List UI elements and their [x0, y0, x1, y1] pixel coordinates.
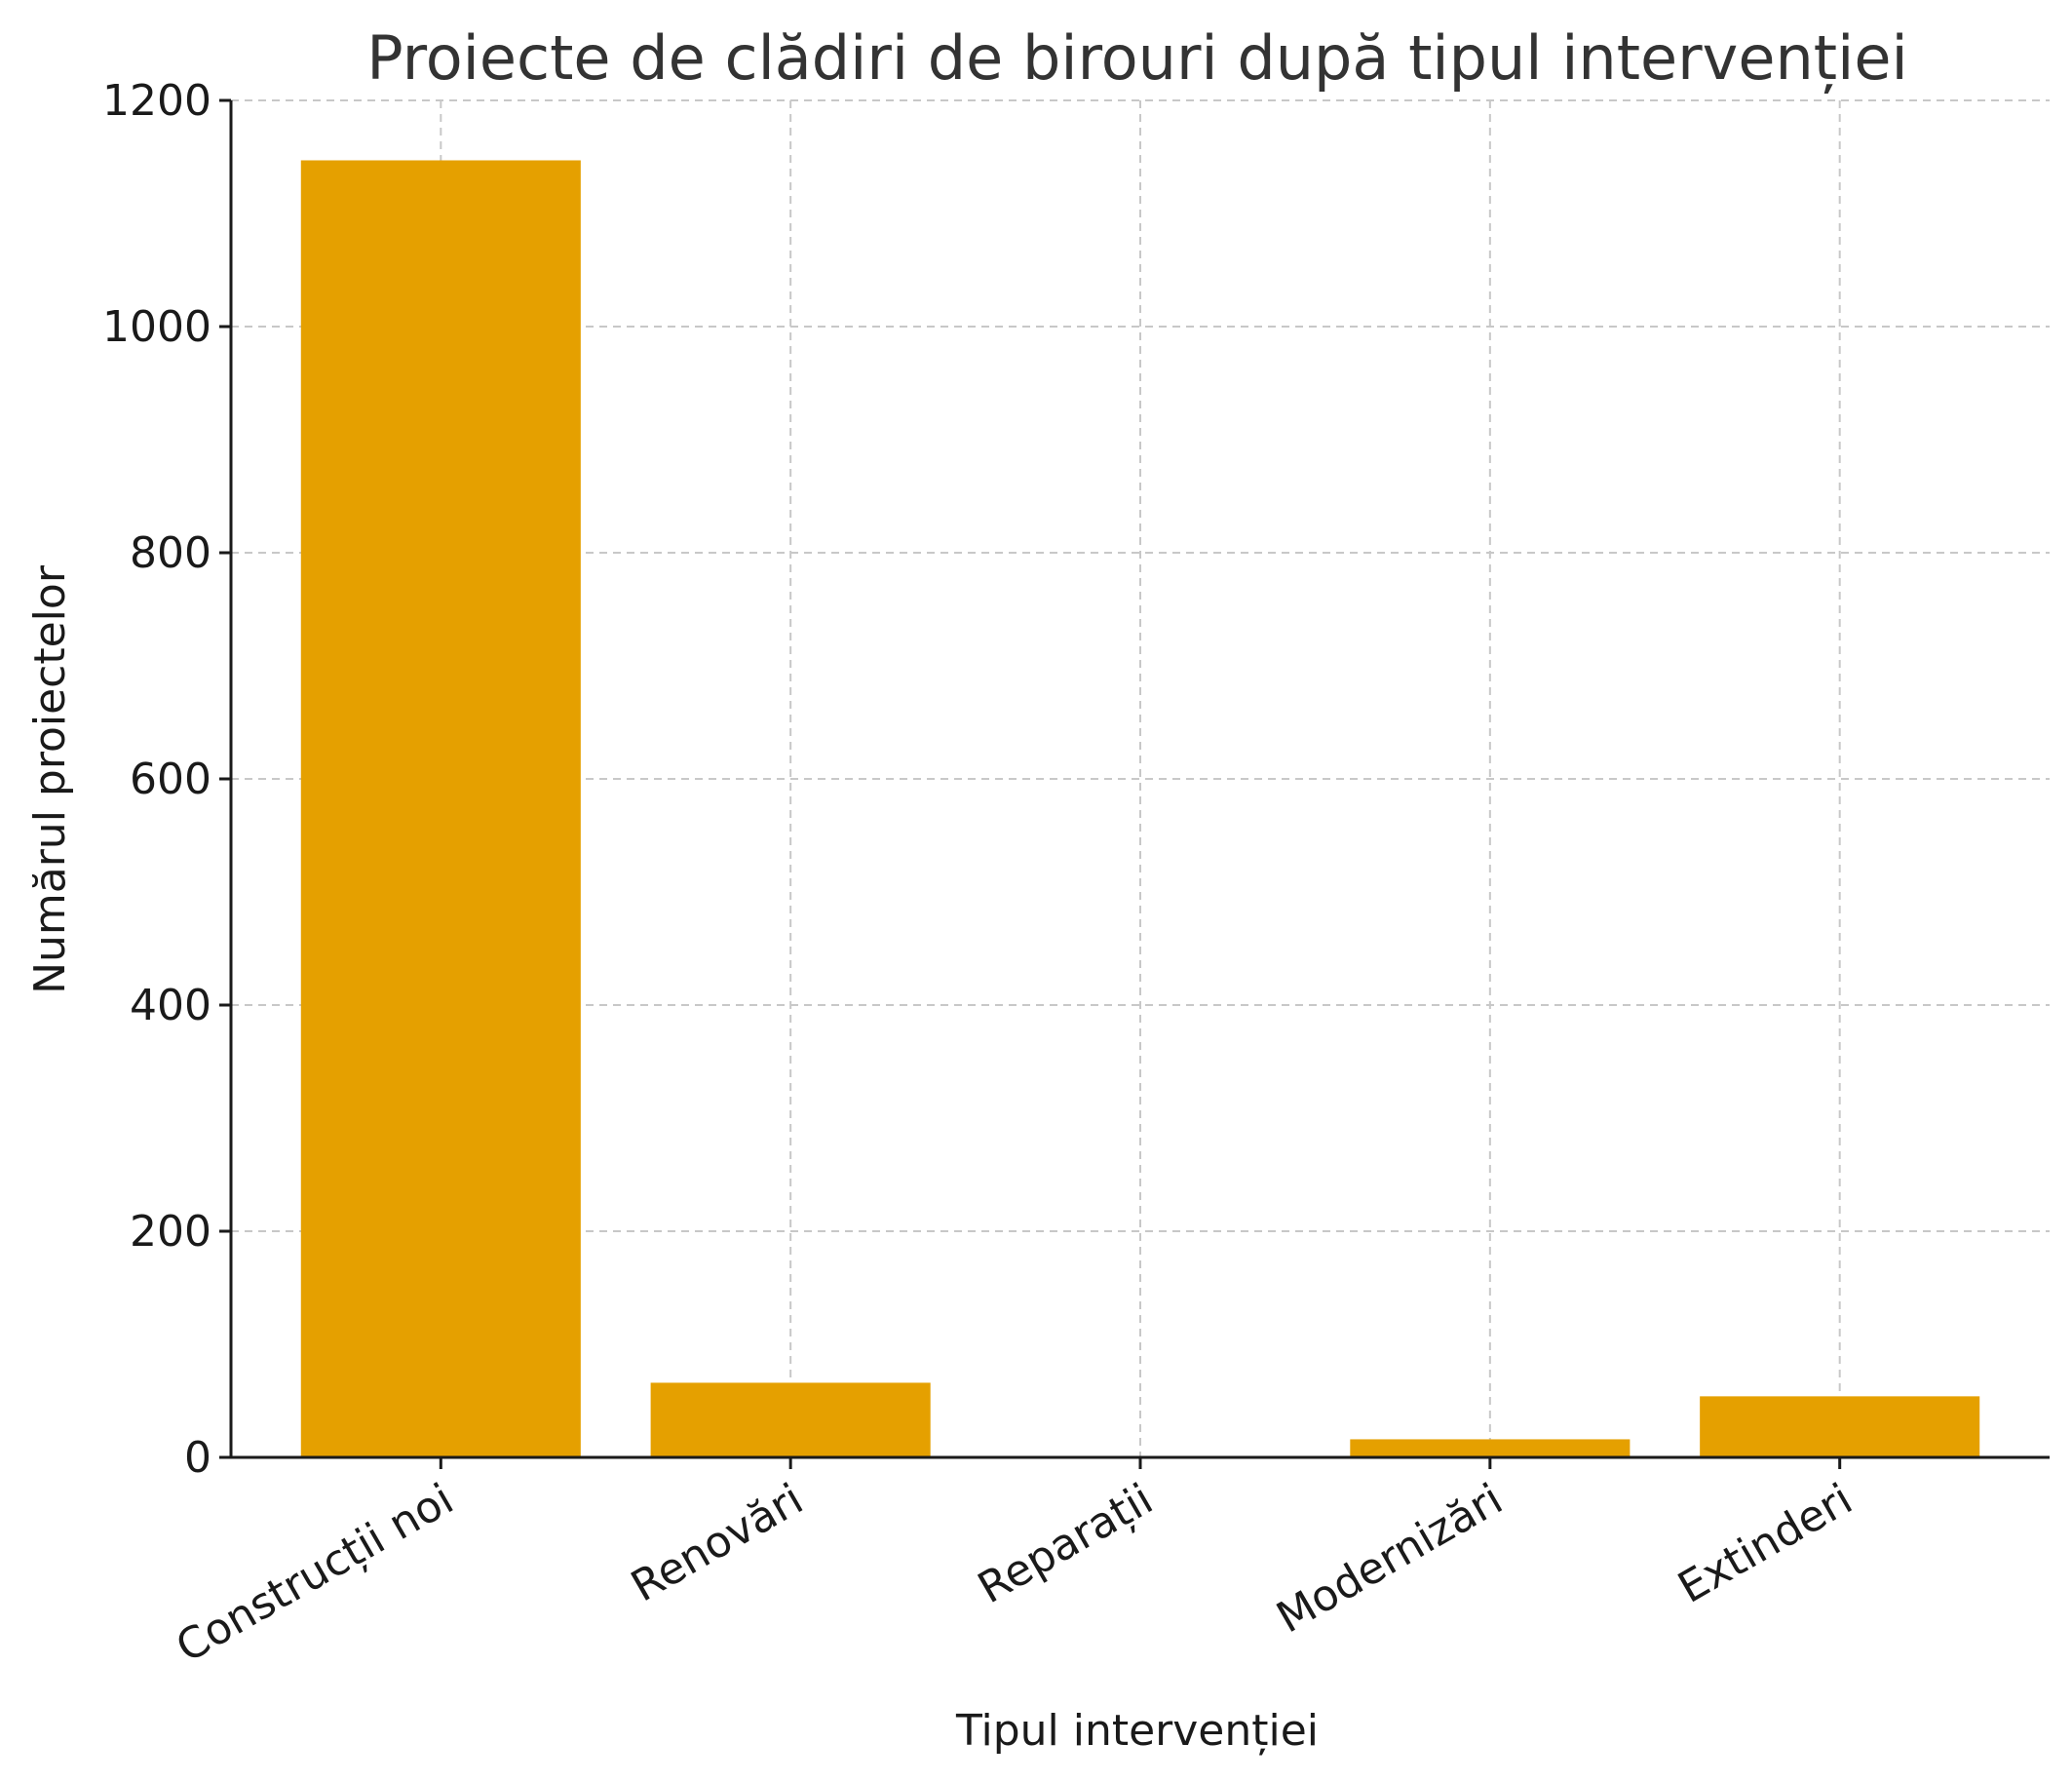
y-tick-label: 0 — [184, 1433, 211, 1483]
y-axis-label: Numărul proiectelor — [25, 564, 75, 994]
bars — [300, 160, 1980, 1458]
y-tick-label: 800 — [130, 528, 211, 578]
y-tick-label: 200 — [130, 1207, 211, 1257]
chart-title: Proiecte de clădiri de birouri după tipu… — [366, 22, 1907, 94]
bar — [650, 1382, 931, 1457]
y-tick-label: 1000 — [102, 302, 211, 352]
y-tick-label: 400 — [130, 981, 211, 1030]
bar — [1350, 1439, 1631, 1457]
y-ticks: 0 200 400 600 800 1000 1200 — [102, 76, 231, 1483]
x-tick-label: Modernizări — [1269, 1474, 1512, 1643]
x-tick-label: Renovări — [623, 1474, 811, 1611]
x-tick-label: Construcții noi — [168, 1474, 461, 1672]
x-ticks: Construcții noi Renovări Reparații Moderniz… — [168, 1457, 1861, 1673]
bar — [300, 160, 581, 1458]
bar — [1700, 1396, 1980, 1457]
x-tick-label: Reparații — [970, 1474, 1161, 1613]
x-axis-label: Tipul intervenției — [955, 1706, 1319, 1756]
y-tick-label: 1200 — [102, 76, 211, 126]
x-tick-label: Extinderi — [1669, 1474, 1861, 1612]
y-tick-label: 600 — [130, 755, 211, 804]
